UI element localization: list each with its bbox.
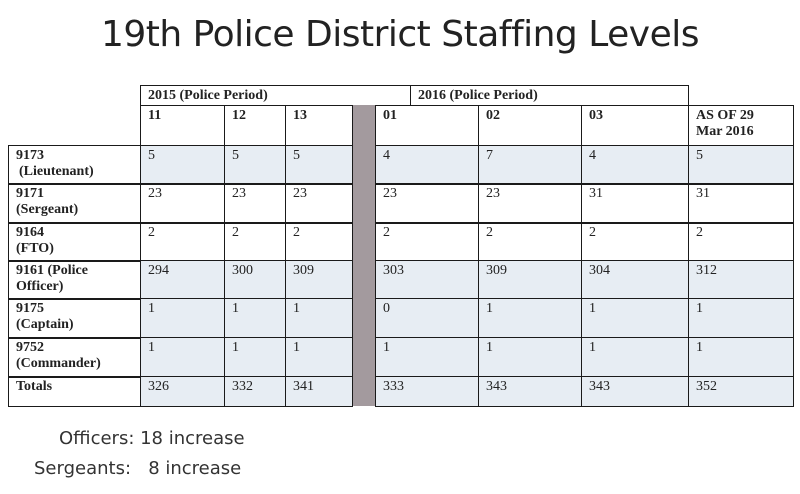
table-cell: 303 [375,260,479,300]
table-cell: 5 [688,145,794,185]
table-cell: 2 [375,222,479,262]
table-cell: 1 [688,298,794,339]
col-header-13: 13 [285,105,353,146]
row-label-line1: 9171 [16,186,44,201]
row-label: 9164 (FTO) [8,222,141,262]
row-label-line1: Totals [16,379,53,394]
row-label-line1: 9173 [16,148,44,163]
table-cell: 1 [478,337,582,378]
table-cell: 4 [581,145,689,185]
table-cell: 23 [478,183,582,224]
table-cell: 2 [688,222,794,262]
table-cell: 0 [375,298,479,339]
table-cell: 1 [478,298,582,339]
table-cell: 7 [478,145,582,185]
row-label-line2: (Lieutenant) [19,164,94,179]
table-cell: 2 [224,222,286,262]
table-cell: 1 [140,298,225,339]
table-cell: 23 [285,183,353,224]
period-header-2015: 2015 (Police Period) [140,85,411,106]
table-cell: 5 [140,145,225,185]
row-label-line2: (Captain) [16,317,74,332]
table-cell: 1 [224,337,286,378]
table-cell: 1 [375,337,479,378]
row-label-line2: (FTO) [16,241,54,256]
row-label: 9175 (Captain) [8,298,141,339]
table-cell: 1 [581,298,689,339]
table-cell: 343 [581,376,689,407]
table-cell: 343 [478,376,582,407]
table-cell: 2 [478,222,582,262]
as-of-line2: Mar 2016 [696,124,754,139]
table-cell: 333 [375,376,479,407]
table-cell: 23 [140,183,225,224]
row-label-line1: 9164 [16,225,44,240]
col-header-01: 01 [375,105,479,146]
col-header-12: 12 [224,105,286,146]
table-cell: 23 [375,183,479,224]
row-label-line2: (Commander) [16,356,101,371]
row-label-line2: Officer) [16,279,64,294]
table-cell: 326 [140,376,225,407]
row-label-line1: 9175 [16,301,44,316]
table-cell: 1 [285,298,353,339]
table-cell: 300 [224,260,286,300]
table-cell: 352 [688,376,794,407]
period-header-2016: 2016 (Police Period) [410,85,689,106]
table-cell: 4 [375,145,479,185]
col-header-03: 03 [581,105,689,146]
table-cell: 2 [285,222,353,262]
table-cell: 2 [140,222,225,262]
table-cell: 294 [140,260,225,300]
table-cell: 31 [581,183,689,224]
table-cell: 309 [478,260,582,300]
table-cell: 309 [285,260,353,300]
row-label: 9752 (Commander) [8,337,141,378]
col-header-as-of: AS OF 29 Mar 2016 [688,105,794,146]
period-separator [352,105,376,406]
table-cell: 23 [224,183,286,224]
row-label-line2: (Sergeant) [16,202,79,217]
col-header-02: 02 [478,105,582,146]
row-label-line1: 9752 [16,340,44,355]
table-cell: 1 [581,337,689,378]
row-label: Totals [8,376,141,407]
table-cell: 5 [285,145,353,185]
as-of-line1: AS OF 29 [696,108,754,123]
sergeants-increase-note: Sergeants: 8 increase [34,458,242,479]
table-cell: 2 [581,222,689,262]
officers-increase-note: Officers: 18 increase [59,428,245,449]
row-label: 9161 (Police Officer) [8,260,141,300]
table-cell: 5 [224,145,286,185]
row-label: 9171 (Sergeant) [8,183,141,224]
table-cell: 1 [224,298,286,339]
col-header-11: 11 [140,105,225,146]
page-title: 19th Police District Staffing Levels [100,14,700,55]
table-cell: 31 [688,183,794,224]
table-cell: 312 [688,260,794,300]
row-label: 9173 (Lieutenant) [8,145,141,185]
table-cell: 341 [285,376,353,407]
row-label-line1: 9161 (Police [16,263,88,278]
table-cell: 1 [285,337,353,378]
table-cell: 304 [581,260,689,300]
table-cell: 332 [224,376,286,407]
table-cell: 1 [688,337,794,378]
table-cell: 1 [140,337,225,378]
